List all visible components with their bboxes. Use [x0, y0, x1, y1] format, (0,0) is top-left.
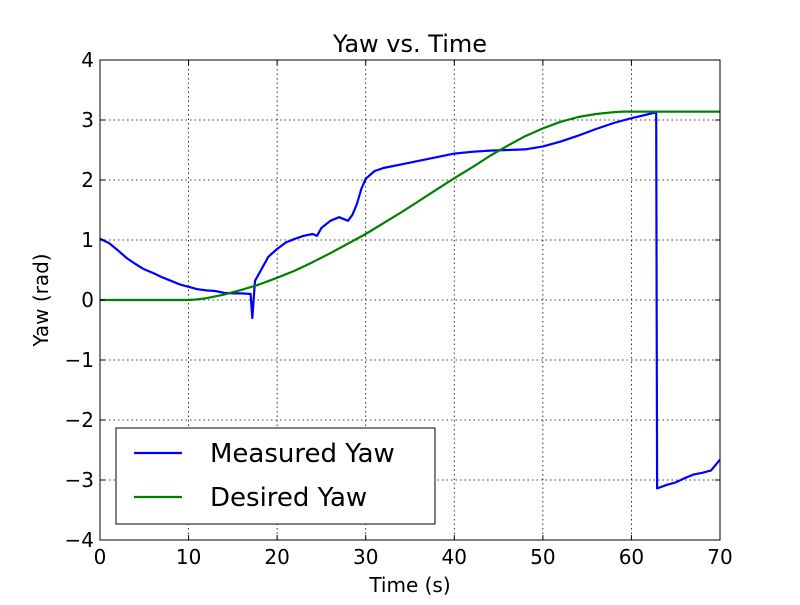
chart-title: Yaw vs. Time [332, 30, 487, 58]
y-tick-label: 4 [81, 48, 94, 72]
x-tick-label: 0 [94, 545, 107, 569]
legend-box [115, 427, 436, 525]
x-tick-label: 60 [619, 545, 644, 569]
y-tick-label: 3 [81, 108, 94, 132]
y-tick-label: −3 [65, 468, 94, 492]
y-tick-label: −4 [65, 528, 94, 552]
x-tick-label: 40 [442, 545, 467, 569]
series-line-measured-yaw [99, 111, 721, 490]
x-tick-label: 10 [176, 545, 201, 569]
legend-label: Measured Yaw [210, 439, 395, 469]
x-tick-label: 70 [707, 545, 732, 569]
x-tick-label: 50 [530, 545, 555, 569]
y-axis-label: Yaw (rad) [29, 253, 53, 347]
y-tick-label: −1 [65, 348, 94, 372]
y-tick-label: −2 [65, 408, 94, 432]
x-axis-label: Time (s) [368, 573, 450, 597]
x-tick-labels: 0 10 20 30 40 50 60 70 [94, 545, 733, 569]
legend: Measured Yaw Desired Yaw [115, 427, 436, 525]
legend-label: Desired Yaw [210, 483, 367, 513]
y-tick-label: 1 [81, 228, 94, 252]
series-line-desired-yaw [100, 110, 720, 302]
x-tick-label: 20 [264, 545, 289, 569]
series-lines [99, 110, 721, 490]
x-tick-label: 30 [353, 545, 378, 569]
y-tick-label: 0 [81, 288, 94, 312]
y-tick-labels: 4 3 2 1 0 −1 −2 −3 −4 [65, 48, 94, 552]
axis-ticks [99, 59, 721, 541]
y-tick-label: 2 [81, 168, 94, 192]
